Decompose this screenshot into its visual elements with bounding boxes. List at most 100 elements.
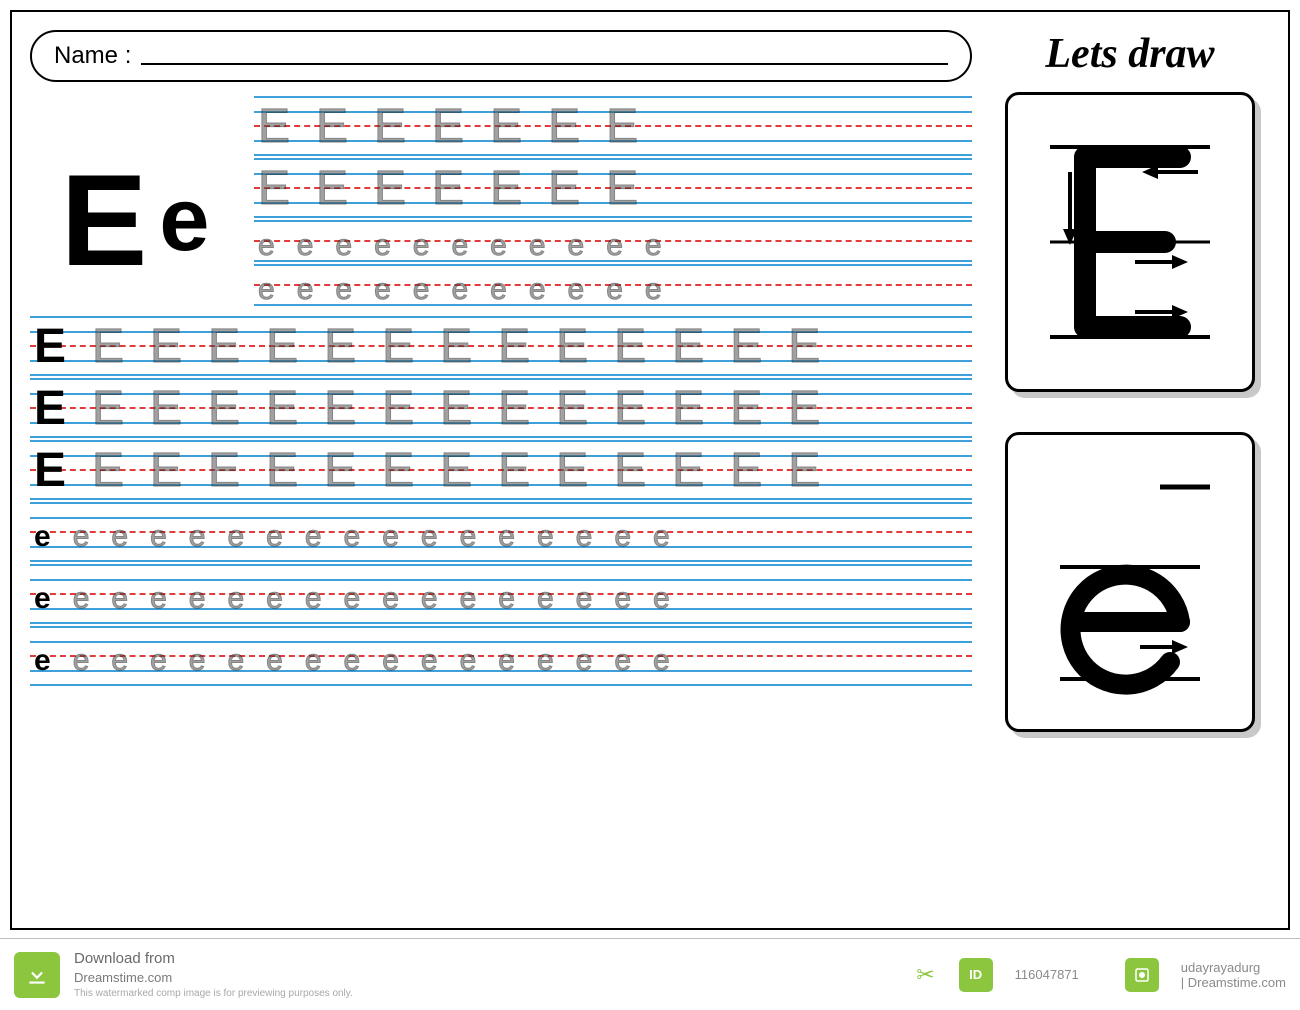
trace-letter: E xyxy=(382,319,414,374)
trace-row-lower[interactable]: eeeeeeeeeee xyxy=(254,264,972,304)
trace-letter: E xyxy=(672,381,704,436)
trace-letter: e xyxy=(606,273,623,304)
trace-letter: e xyxy=(653,644,670,678)
trace-letter: E xyxy=(490,99,522,154)
left-column: Name : E e EEEEEEEEEEEEEEeeeeeeeeeeeeeee… xyxy=(30,30,972,910)
trace-row-lower[interactable]: eeeeeeeeeeeeeeeee xyxy=(30,502,972,560)
trace-letter: e xyxy=(529,273,546,304)
trace-letter: E xyxy=(92,381,124,436)
top-block: E e EEEEEEEEEEEEEEeeeeeeeeeeeeeeeeeeeeee xyxy=(30,96,972,304)
trace-letter: e xyxy=(374,273,391,304)
author-block: udayrayadurg | Dreamstime.com xyxy=(1181,960,1286,990)
trace-letter: e xyxy=(258,273,275,304)
trace-letter: e xyxy=(344,644,361,678)
trace-row-lower[interactable]: eeeeeeeeeee xyxy=(254,220,972,260)
trace-letter: e xyxy=(73,520,90,554)
trace-letter: e xyxy=(451,273,468,304)
trace-letter: E xyxy=(606,161,638,216)
trace-row-lower[interactable]: eeeeeeeeeeeeeeeee xyxy=(30,564,972,622)
trace-letter: E xyxy=(266,381,298,436)
trace-letter: E xyxy=(490,161,522,216)
trace-letter: e xyxy=(150,644,167,678)
rule-line xyxy=(254,260,972,262)
trace-letter: e xyxy=(576,644,593,678)
trace-letter: E xyxy=(432,99,464,154)
trace-letter: E xyxy=(548,99,580,154)
trace-letters: EEEEEEEEEEEEEE xyxy=(30,316,972,374)
stroke-guide-lower-e-svg xyxy=(1030,457,1230,707)
full-width-tracing-rows: EEEEEEEEEEEEEEEEEEEEEEEEEEEEEEEEEEEEEEEE… xyxy=(30,316,972,910)
trace-letter: e xyxy=(73,644,90,678)
trace-letters: EEEEEEEEEEEEEE xyxy=(30,440,972,498)
trace-letter: E xyxy=(374,161,406,216)
trace-letter: e xyxy=(537,582,554,616)
trace-letter: e xyxy=(568,273,585,304)
stock-footer-bar: Download from Dreamstime.com This waterm… xyxy=(0,938,1300,1010)
download-disclaimer: This watermarked comp image is for previ… xyxy=(74,987,353,1001)
trace-letter: E xyxy=(208,381,240,436)
trace-letter: e xyxy=(529,229,546,260)
trace-letter: E xyxy=(440,319,472,374)
trace-row-upper[interactable]: EEEEEEE xyxy=(254,96,972,154)
id-badge-icon: ID xyxy=(959,958,993,992)
trace-letter: e xyxy=(614,520,631,554)
trace-row-upper[interactable]: EEEEEEE xyxy=(254,158,972,216)
trace-letter: e xyxy=(498,520,515,554)
rule-line xyxy=(30,560,972,562)
trace-letters: EEEEEEE xyxy=(254,158,972,216)
name-label: Name : xyxy=(54,42,131,70)
trace-letter: e xyxy=(111,644,128,678)
trace-row-upper[interactable]: EEEEEEEEEEEEEE xyxy=(30,440,972,498)
trace-letter: E xyxy=(266,319,298,374)
trace-row-lower[interactable]: eeeeeeeeeeeeeeeee xyxy=(30,626,972,684)
trace-letter: e xyxy=(111,582,128,616)
trace-letter: e xyxy=(227,520,244,554)
trace-row-upper[interactable]: EEEEEEEEEEEEEE xyxy=(30,316,972,374)
trace-row-upper[interactable]: EEEEEEEEEEEEEE xyxy=(30,378,972,436)
trace-letter: e xyxy=(382,520,399,554)
name-write-line[interactable] xyxy=(141,47,948,65)
trace-letter: e xyxy=(266,582,283,616)
trace-letter: E xyxy=(150,381,182,436)
trace-letter: E xyxy=(324,319,356,374)
download-text: Download from Dreamstime.com This waterm… xyxy=(74,949,353,1000)
trace-letter: E xyxy=(440,443,472,498)
trace-letter: e xyxy=(189,582,206,616)
trace-letter: e xyxy=(490,273,507,304)
author-name: udayrayadurg xyxy=(1181,960,1286,975)
trace-letter: e xyxy=(344,582,361,616)
trace-letters: eeeeeeeeeee xyxy=(254,220,972,260)
trace-letter: E xyxy=(614,319,646,374)
trace-letter: e xyxy=(576,520,593,554)
trace-letter: e xyxy=(189,644,206,678)
lets-draw-title: Lets draw xyxy=(1045,30,1214,78)
trace-letter: E xyxy=(556,319,588,374)
lead-solid-letter: E xyxy=(34,443,66,498)
rule-line xyxy=(30,436,972,438)
name-field-box: Name : xyxy=(30,30,972,82)
trace-letter: E xyxy=(556,381,588,436)
trace-letter: E xyxy=(788,443,820,498)
trace-letter: E xyxy=(556,443,588,498)
trace-letter: E xyxy=(316,161,348,216)
trace-letter: E xyxy=(730,443,762,498)
trace-letter: e xyxy=(653,520,670,554)
trace-letter: E xyxy=(266,443,298,498)
scissors-icon: ✂ xyxy=(916,962,934,988)
image-id-block: 116047871 xyxy=(1015,967,1079,982)
trace-letter: e xyxy=(382,582,399,616)
worksheet-page: Name : E e EEEEEEEEEEEEEEeeeeeeeeeeeeeee… xyxy=(10,10,1290,930)
trace-letter: e xyxy=(421,644,438,678)
download-line1: Download from xyxy=(74,949,353,969)
trace-letter: e xyxy=(614,582,631,616)
author-site: | Dreamstime.com xyxy=(1181,975,1286,990)
trace-letter: e xyxy=(490,229,507,260)
trace-letter: E xyxy=(498,319,530,374)
download-line2: Dreamstime.com xyxy=(74,969,353,987)
trace-letter: e xyxy=(537,644,554,678)
trace-letter: E xyxy=(324,381,356,436)
trace-letter: E xyxy=(382,443,414,498)
trace-letter: e xyxy=(576,582,593,616)
trace-letter: e xyxy=(305,582,322,616)
trace-letters: EEEEEEEEEEEEEE xyxy=(30,378,972,436)
